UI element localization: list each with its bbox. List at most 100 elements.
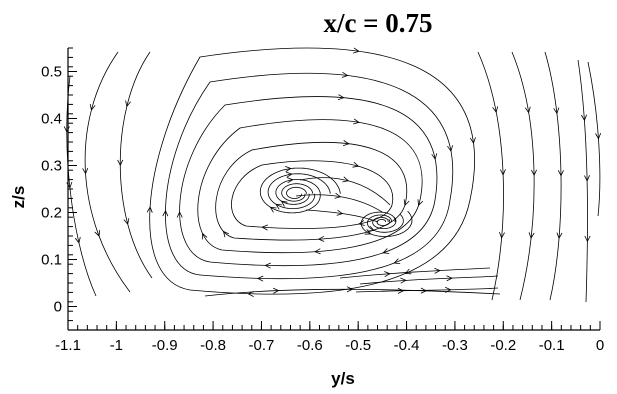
streamline	[66, 75, 97, 297]
streamline-arrow	[125, 100, 131, 108]
streamline-arrow	[256, 275, 264, 282]
y-tick-label: 0.1	[41, 252, 62, 269]
streamline-arrow	[261, 224, 268, 231]
streamline-arrow	[403, 199, 410, 207]
streamline	[577, 59, 588, 303]
streamline-arrow	[352, 161, 360, 168]
streamline-arrow	[337, 94, 345, 101]
streamline-arrow	[269, 206, 277, 213]
streamline-arrow	[368, 225, 375, 232]
streamline-arrow	[434, 267, 441, 274]
streamline-arrow	[353, 118, 360, 125]
vortex-streamline	[275, 179, 321, 205]
streamline-arrow	[342, 176, 350, 183]
streamline-arrow	[117, 159, 124, 167]
streamline-arrow	[499, 231, 505, 239]
streamline-arrow	[317, 235, 325, 242]
x-tick-label: -0.6	[297, 337, 323, 354]
streamline-arrow	[285, 171, 293, 178]
x-tick-label: -0.2	[490, 337, 516, 354]
streamline	[359, 275, 499, 285]
streamlines	[66, 47, 601, 303]
vortex-streamline	[281, 183, 314, 202]
x-tick-label: -0.1	[539, 337, 565, 354]
streamline	[544, 51, 562, 301]
streamline-arrow	[222, 230, 230, 238]
vortex-streamline	[267, 173, 331, 209]
streamline-arrow	[176, 211, 183, 218]
vortex-streamline	[286, 186, 307, 199]
streamline-arrow	[346, 286, 354, 293]
streamline-arrow	[557, 170, 564, 177]
x-axis-ticks: -1.1 -1 -0.9 -0.8 -0.7 -0.6 -0.5 -0.4 -0.3 -0.2 -0…	[55, 321, 604, 354]
streamline-arrow	[162, 209, 169, 217]
streamline-arrow	[431, 153, 438, 161]
y-tick-label: 0.3	[41, 158, 62, 175]
streamline	[165, 72, 454, 280]
streamline-arrow	[400, 277, 407, 284]
streamline-arrow	[341, 71, 349, 78]
streamline	[355, 287, 499, 293]
streamline-arrow	[556, 232, 563, 240]
streamline-arrow	[247, 291, 254, 297]
streamline-arrow	[314, 248, 321, 255]
streamline	[119, 51, 153, 279]
streamline	[299, 177, 391, 206]
x-tick-label: -0.4	[394, 337, 420, 354]
y-axis-ticks: 0 0.1 0.2 0.3 0.4 0.5	[41, 47, 77, 331]
streamline-arrow	[524, 106, 531, 114]
streamline	[511, 51, 535, 301]
y-axis-label: z/s	[9, 186, 28, 209]
vortex-streamline	[372, 216, 397, 229]
chart-title: x/c = 0.75	[323, 8, 432, 38]
streamline-arrow	[595, 132, 602, 140]
x-tick-label: 0	[596, 337, 604, 354]
vortex-streamline	[259, 167, 341, 214]
streamline-arrow	[286, 177, 294, 184]
streamline-arrow	[531, 169, 537, 177]
x-axis-label: y/s	[331, 369, 355, 388]
x-tick-label: -0.3	[442, 337, 468, 354]
x-tick-label: -1.1	[55, 337, 81, 354]
streamline-arrow	[74, 236, 81, 244]
streamline-arrow	[264, 262, 271, 269]
streamline-arrow	[499, 169, 506, 176]
streamline	[204, 288, 501, 297]
vortex-streamline	[367, 214, 404, 233]
streamline	[295, 194, 383, 213]
streamline-arrow	[94, 230, 100, 237]
streamline-arrow	[280, 200, 288, 207]
streamline-arrow	[201, 232, 208, 240]
streamline	[84, 51, 131, 293]
streamline-arrow	[584, 175, 590, 182]
y-tick-label: 0	[54, 299, 62, 316]
streamline-arrow	[469, 137, 476, 145]
streamline	[149, 47, 475, 295]
streamline-arrow	[82, 167, 89, 175]
vortex-streamline	[376, 219, 391, 226]
y-tick-label: 0.2	[41, 205, 62, 222]
streamline-arrows	[63, 47, 602, 297]
streamline-arrow	[447, 145, 453, 153]
streamline-arrow	[146, 206, 153, 213]
x-tick-label: -0.8	[200, 337, 226, 354]
streamline-arrow	[417, 199, 424, 207]
streamline-arrow	[584, 235, 591, 243]
x-tick-label: -0.7	[249, 337, 275, 354]
streamline-arrow	[358, 220, 365, 226]
streamline-arrow	[353, 47, 360, 54]
streamline-arrow	[384, 271, 391, 278]
streamline-arrow	[528, 232, 535, 240]
streamline-arrow	[446, 275, 453, 282]
x-tick-label: -0.5	[345, 337, 371, 354]
streamline-arrow	[123, 218, 130, 225]
streamline	[339, 267, 491, 279]
streamline-arrow	[420, 287, 428, 294]
streamline-arrow	[397, 287, 405, 294]
streamline	[197, 119, 423, 254]
streamline	[587, 61, 601, 217]
streamline-arrow	[553, 107, 560, 115]
vortex-streamline	[360, 211, 413, 237]
streamline-arrow	[445, 286, 452, 293]
